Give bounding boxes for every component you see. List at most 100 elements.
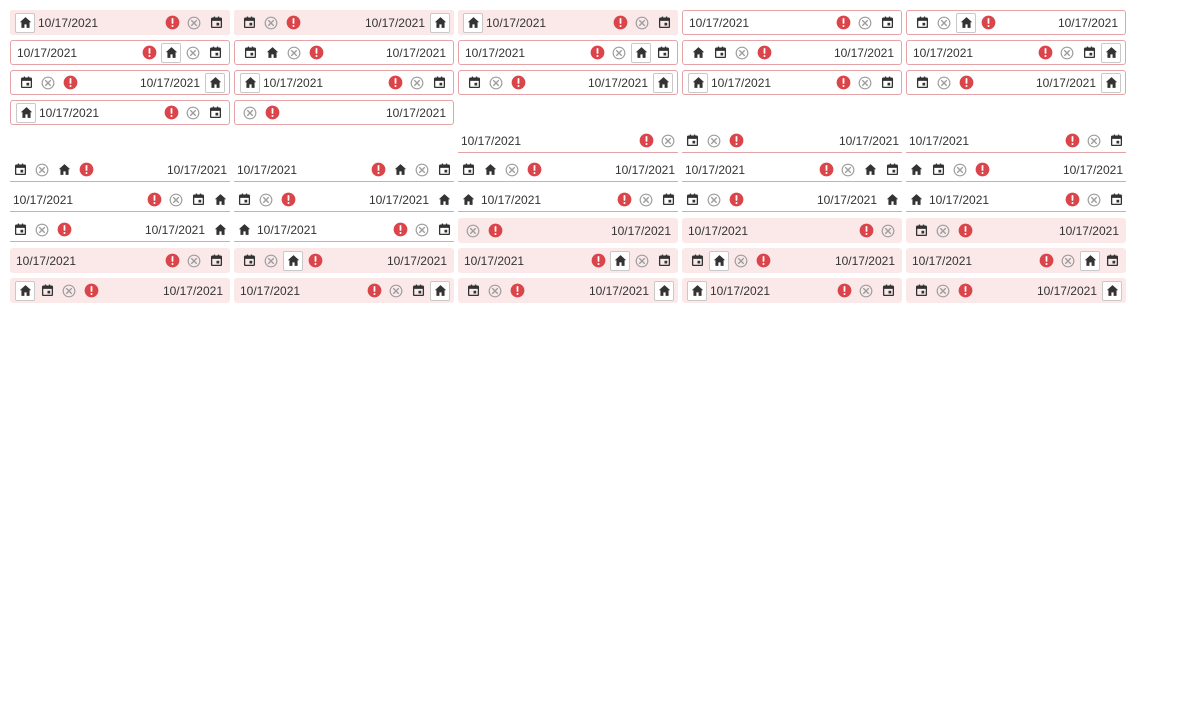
clear-icon[interactable] [838, 160, 858, 180]
calendar-icon[interactable] [878, 281, 898, 301]
home-icon[interactable] [262, 43, 282, 63]
date-value[interactable]: 10/17/2021 [1058, 223, 1119, 238]
home-icon-button[interactable] [688, 72, 708, 93]
calendar-icon[interactable] [1102, 251, 1122, 271]
calendar-icon[interactable] [37, 281, 57, 301]
date-value[interactable]: 10/17/2021 [263, 75, 324, 90]
clear-icon[interactable] [934, 13, 954, 33]
date-field[interactable]: 10/17/2021 [682, 188, 902, 212]
date-value[interactable]: 10/17/2021 [610, 223, 671, 238]
date-field[interactable]: 10/17/2021 [458, 248, 678, 273]
calendar-icon[interactable] [911, 281, 931, 301]
home-icon[interactable] [882, 190, 902, 210]
date-field[interactable]: 10/17/2021 [234, 70, 454, 95]
date-field[interactable]: 10/17/2021 [682, 248, 902, 273]
clear-icon[interactable] [412, 160, 432, 180]
calendar-icon[interactable] [10, 220, 30, 240]
home-icon[interactable] [480, 160, 500, 180]
date-field[interactable]: 10/17/2021 [906, 188, 1126, 212]
calendar-icon[interactable] [928, 160, 948, 180]
date-field[interactable]: 10/17/2021 [10, 40, 230, 65]
date-field[interactable]: 10/17/2021 [906, 129, 1126, 153]
home-icon-button[interactable] [430, 12, 450, 33]
calendar-icon[interactable] [654, 13, 674, 33]
home-icon-button[interactable] [283, 250, 303, 271]
date-value[interactable]: 10/17/2021 [685, 162, 746, 177]
date-value[interactable]: 10/17/2021 [710, 283, 771, 298]
clear-icon[interactable] [386, 281, 406, 301]
date-field[interactable]: 10/17/2021 [234, 188, 454, 212]
date-field[interactable]: 10/17/2021 [458, 278, 678, 303]
date-field[interactable]: 10/17/2021 [458, 188, 678, 212]
clear-icon[interactable] [502, 160, 522, 180]
clear-icon[interactable] [658, 131, 678, 151]
date-value[interactable]: 10/17/2021 [912, 253, 973, 268]
clear-icon[interactable] [855, 13, 875, 33]
date-value[interactable]: 10/17/2021 [240, 283, 301, 298]
date-value[interactable]: 10/17/2021 [688, 223, 749, 238]
home-icon-button[interactable] [205, 72, 225, 93]
date-field[interactable]: 10/17/2021 [682, 218, 902, 243]
home-icon-button[interactable] [1080, 250, 1100, 271]
home-icon[interactable] [906, 190, 926, 210]
home-icon-button[interactable] [610, 250, 630, 271]
clear-icon[interactable] [183, 103, 203, 123]
home-icon[interactable] [906, 160, 926, 180]
calendar-icon[interactable] [206, 251, 226, 271]
calendar-icon[interactable] [710, 43, 730, 63]
clear-icon[interactable] [184, 13, 204, 33]
clear-icon[interactable] [463, 221, 483, 241]
calendar-icon[interactable] [912, 13, 932, 33]
home-icon-button[interactable] [687, 280, 707, 301]
date-value[interactable]: 10/17/2021 [17, 45, 78, 60]
clear-icon[interactable] [636, 190, 656, 210]
date-value[interactable]: 10/17/2021 [162, 283, 223, 298]
calendar-icon[interactable] [687, 251, 707, 271]
calendar-icon[interactable] [206, 13, 226, 33]
clear-icon[interactable] [407, 73, 427, 93]
date-field[interactable]: 10/17/2021 [10, 70, 230, 95]
calendar-icon[interactable] [464, 73, 484, 93]
date-field[interactable]: 10/17/2021 [458, 158, 678, 182]
clear-icon[interactable] [183, 43, 203, 63]
date-value[interactable]: 10/17/2021 [1036, 283, 1097, 298]
calendar-icon[interactable] [434, 160, 454, 180]
date-value[interactable]: 10/17/2021 [139, 75, 200, 90]
date-field[interactable]: 10/17/2021 [234, 100, 454, 125]
home-icon-button[interactable] [161, 42, 181, 63]
home-icon-button[interactable] [430, 280, 450, 301]
date-value[interactable]: 10/17/2021 [385, 45, 446, 60]
home-icon-button[interactable] [631, 42, 651, 63]
clear-icon[interactable] [256, 190, 276, 210]
calendar-icon[interactable] [682, 190, 702, 210]
date-field[interactable]: 10/17/2021 [682, 40, 902, 65]
date-field[interactable]: 10/17/2021 [10, 100, 230, 125]
date-field[interactable]: 10/17/2021 [10, 158, 230, 182]
calendar-icon[interactable] [1106, 131, 1126, 151]
home-icon-button[interactable] [956, 12, 976, 33]
home-icon-button[interactable] [463, 12, 483, 33]
home-icon[interactable] [54, 160, 74, 180]
date-field[interactable]: 10/17/2021 [234, 10, 454, 35]
date-field[interactable]: 10/17/2021 [906, 278, 1126, 303]
date-field[interactable]: 10/17/2021 [458, 129, 678, 153]
calendar-icon[interactable] [911, 221, 931, 241]
clear-icon[interactable] [632, 251, 652, 271]
clear-icon[interactable] [731, 251, 751, 271]
home-icon[interactable] [234, 220, 254, 240]
date-field[interactable]: 10/17/2021 [234, 248, 454, 273]
date-value[interactable]: 10/17/2021 [711, 75, 772, 90]
clear-icon[interactable] [166, 190, 186, 210]
date-value[interactable]: 10/17/2021 [38, 15, 99, 30]
date-value[interactable]: 10/17/2021 [481, 192, 542, 207]
clear-icon[interactable] [284, 43, 304, 63]
clear-icon[interactable] [240, 103, 260, 123]
calendar-icon[interactable] [16, 73, 36, 93]
clear-icon[interactable] [59, 281, 79, 301]
calendar-icon[interactable] [877, 13, 897, 33]
calendar-icon[interactable] [1079, 43, 1099, 63]
date-value[interactable]: 10/17/2021 [929, 192, 990, 207]
date-value[interactable]: 10/17/2021 [838, 133, 899, 148]
date-value[interactable]: 10/17/2021 [39, 105, 100, 120]
clear-icon[interactable] [1057, 43, 1077, 63]
